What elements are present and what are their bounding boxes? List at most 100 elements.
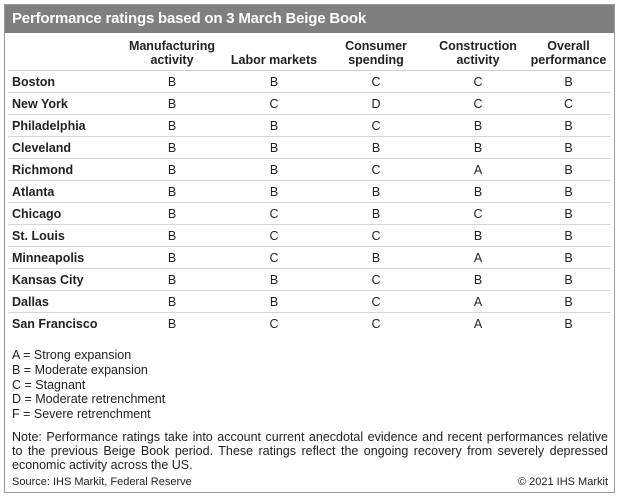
table-row: Dallas B B C A B — [8, 290, 611, 313]
table-row: Philadelphia B B C B B — [8, 114, 611, 137]
city-label: New York — [8, 92, 118, 115]
rating-cell: B — [526, 224, 611, 247]
rating-cell: C — [322, 114, 430, 137]
rating-cell: B — [226, 158, 322, 181]
rating-cell: B — [226, 180, 322, 203]
rating-cell: B — [430, 180, 526, 203]
rating-cell: B — [526, 136, 611, 159]
rating-cell: C — [430, 92, 526, 115]
ratings-panel: Performance ratings based on 3 March Bei… — [4, 4, 615, 493]
rating-cell: A — [430, 246, 526, 269]
rating-cell: C — [322, 268, 430, 291]
city-label: St. Louis — [8, 224, 118, 247]
column-header: Manufacturing activity — [118, 38, 226, 71]
rating-cell: C — [226, 202, 322, 225]
rating-cell: B — [322, 180, 430, 203]
table-row: Cleveland B B B B B — [8, 136, 611, 159]
rating-cell: B — [526, 202, 611, 225]
rating-cell: B — [226, 136, 322, 159]
city-label: Cleveland — [8, 136, 118, 159]
rating-cell: B — [118, 114, 226, 137]
rating-cell: D — [322, 92, 430, 115]
footnote: Note: Performance ratings take into acco… — [12, 430, 608, 473]
city-label: Kansas City — [8, 268, 118, 291]
table-row: Richmond B B C A B — [8, 158, 611, 181]
city-label: San Francisco — [12, 316, 98, 331]
rating-cell: C — [226, 92, 322, 115]
table-row: Atlanta B B B B B — [8, 180, 611, 203]
city-label: Minneapolis — [8, 246, 118, 269]
rating-cell: B — [167, 316, 177, 331]
table-row: Boston B B C C B — [8, 70, 611, 93]
rating-cell: C — [322, 224, 430, 247]
legend-item: C = Stagnant — [12, 377, 86, 392]
rating-cell: A — [430, 290, 526, 313]
column-header: Labor markets — [226, 38, 322, 71]
rating-cell: B — [118, 92, 226, 115]
column-header: Consumer spending — [322, 38, 430, 71]
ratings-table: Manufacturing activity Labor markets Consu… — [8, 38, 611, 334]
rating-cell: B — [430, 136, 526, 159]
city-label: Richmond — [8, 158, 118, 181]
rating-cell: C — [226, 246, 322, 269]
table-row: Minneapolis B C B A B — [8, 246, 611, 269]
rating-cell: C — [430, 202, 526, 225]
rating-cell: B — [322, 136, 430, 159]
rating-cell: B — [526, 114, 611, 137]
rating-cell: C — [430, 70, 526, 93]
rating-cell: B — [430, 114, 526, 137]
header-row: Manufacturing activity Labor markets Consu… — [8, 38, 611, 71]
rating-cell: C — [322, 290, 430, 313]
rating-cell: B — [526, 290, 611, 313]
table-row: Kansas City B B C B B — [8, 268, 611, 291]
table-row: New York B C D C C — [8, 92, 611, 115]
city-label: Atlanta — [8, 180, 118, 203]
city-label: Philadelphia — [8, 114, 118, 137]
rating-cell: C — [526, 92, 611, 115]
rating-cell: A — [430, 158, 526, 181]
rating-cell: A — [473, 316, 483, 331]
header-blank — [8, 38, 118, 71]
rating-cell: B — [118, 158, 226, 181]
rating-cell: B — [118, 180, 226, 203]
rating-cell: B — [118, 246, 226, 269]
city-label: Dallas — [8, 290, 118, 313]
rating-cell: B — [430, 224, 526, 247]
rating-cell: C — [322, 158, 430, 181]
legend-item: F = Severe retrenchment — [12, 407, 151, 422]
legend-item: D = Moderate retrenchment — [12, 392, 166, 407]
rating-cell: B — [526, 268, 611, 291]
table-row: St. Louis B C C B B — [8, 224, 611, 247]
rating-cell: B — [226, 114, 322, 137]
rating-cell: C — [322, 70, 430, 93]
rating-cell: B — [118, 202, 226, 225]
panel-title: Performance ratings based on 3 March Bei… — [5, 5, 614, 33]
legend-item: A = Strong expansion — [12, 348, 132, 362]
rating-cell: B — [322, 202, 430, 225]
column-header: Overall performance — [526, 38, 611, 71]
rating-cell: B — [118, 70, 226, 93]
rating-cell: B — [322, 246, 430, 269]
legend-item: B = Moderate expansion — [12, 362, 148, 377]
rating-legend: A = Strong expansion B = Moderate expansi… — [12, 348, 165, 422]
rating-cell: B — [118, 268, 226, 291]
table-row: San Francisco B C C A B — [8, 313, 611, 335]
rating-cell: B — [430, 268, 526, 291]
rating-cell: B — [226, 268, 322, 291]
rating-cell: C — [269, 316, 279, 331]
rating-cell: B — [526, 246, 611, 269]
table-row: Chicago B C B C B — [8, 202, 611, 225]
city-label: Chicago — [8, 202, 118, 225]
column-header: Construction activity — [430, 38, 526, 71]
city-label: Boston — [8, 70, 118, 93]
copyright-text: © 2021 IHS Markit — [517, 476, 608, 488]
rating-cell: B — [226, 290, 322, 313]
source-text: Source: IHS Markit, Federal Reserve — [12, 476, 192, 488]
rating-cell: B — [118, 290, 226, 313]
rating-cell: B — [526, 180, 611, 203]
rating-cell: B — [526, 158, 611, 181]
rating-cell: B — [564, 316, 573, 331]
rating-cell: B — [226, 70, 322, 93]
rating-cell: C — [226, 224, 322, 247]
rating-cell: B — [118, 136, 226, 159]
